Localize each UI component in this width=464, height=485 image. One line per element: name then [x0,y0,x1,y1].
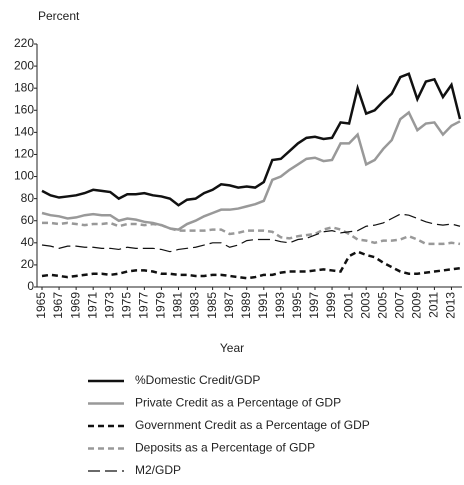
legend-label: M2/GDP [135,463,181,477]
x-tick-label: 1983 [188,292,202,319]
x-tick-label: 2005 [375,292,389,319]
x-tick-label: 1989 [239,292,253,319]
y-tick-label: 80 [21,191,35,205]
legend-label: Private Credit as a Percentage of GDP [135,396,341,410]
legend-label: %Domestic Credit/GDP [135,373,260,387]
legend-label: Government Credit as a Percentage of GDP [135,418,370,432]
y-axis-label: Percent [38,9,80,23]
x-tick-label: 1987 [222,292,236,319]
x-tick-label: 1973 [102,292,116,319]
x-tick-label: 1977 [137,292,151,319]
x-tick-label: 1975 [119,292,133,319]
x-tick-label: 1985 [205,292,219,319]
x-tick-label: 1981 [171,292,185,319]
x-tick-label: 1999 [324,292,338,319]
legend-label: Deposits as a Percentage of GDP [135,441,315,455]
x-tick-label: 2007 [392,292,406,319]
y-tick-label: 0 [27,279,34,293]
series-line [41,72,462,207]
x-tick-label: 1969 [68,292,82,319]
x-tick-label: 2001 [341,292,355,319]
y-tick-label: 160 [14,102,34,116]
y-tick-label: 180 [14,80,34,94]
y-tick-label: 100 [14,169,34,183]
x-tick-label: 2009 [410,292,424,319]
y-tick-label: 60 [21,213,35,227]
x-tick-label: 1993 [273,292,287,319]
x-tick-label: 1965 [34,292,48,319]
y-tick-label: 200 [14,58,34,72]
y-tick-label: 220 [14,36,34,50]
x-tick-label: 2011 [427,292,441,318]
x-tick-label: 1979 [154,292,168,319]
x-tick-label: 1971 [85,292,99,319]
y-tick-label: 120 [14,147,34,161]
y-tick-label: 140 [14,125,34,139]
series-line [42,221,461,246]
series-line [41,110,461,231]
x-tick-label: 2003 [358,292,372,319]
x-tick-label: 1967 [51,292,65,319]
x-tick-label: 2013 [444,292,458,319]
series-line [41,213,461,253]
x-tick-label: 1995 [290,292,304,319]
x-axis-label: Year [220,341,244,355]
y-tick-label: 20 [21,257,35,271]
y-tick-label: 40 [21,235,35,249]
x-tick-label: 1997 [307,292,321,319]
x-tick-label: 1991 [256,292,270,319]
series-line [41,250,461,280]
